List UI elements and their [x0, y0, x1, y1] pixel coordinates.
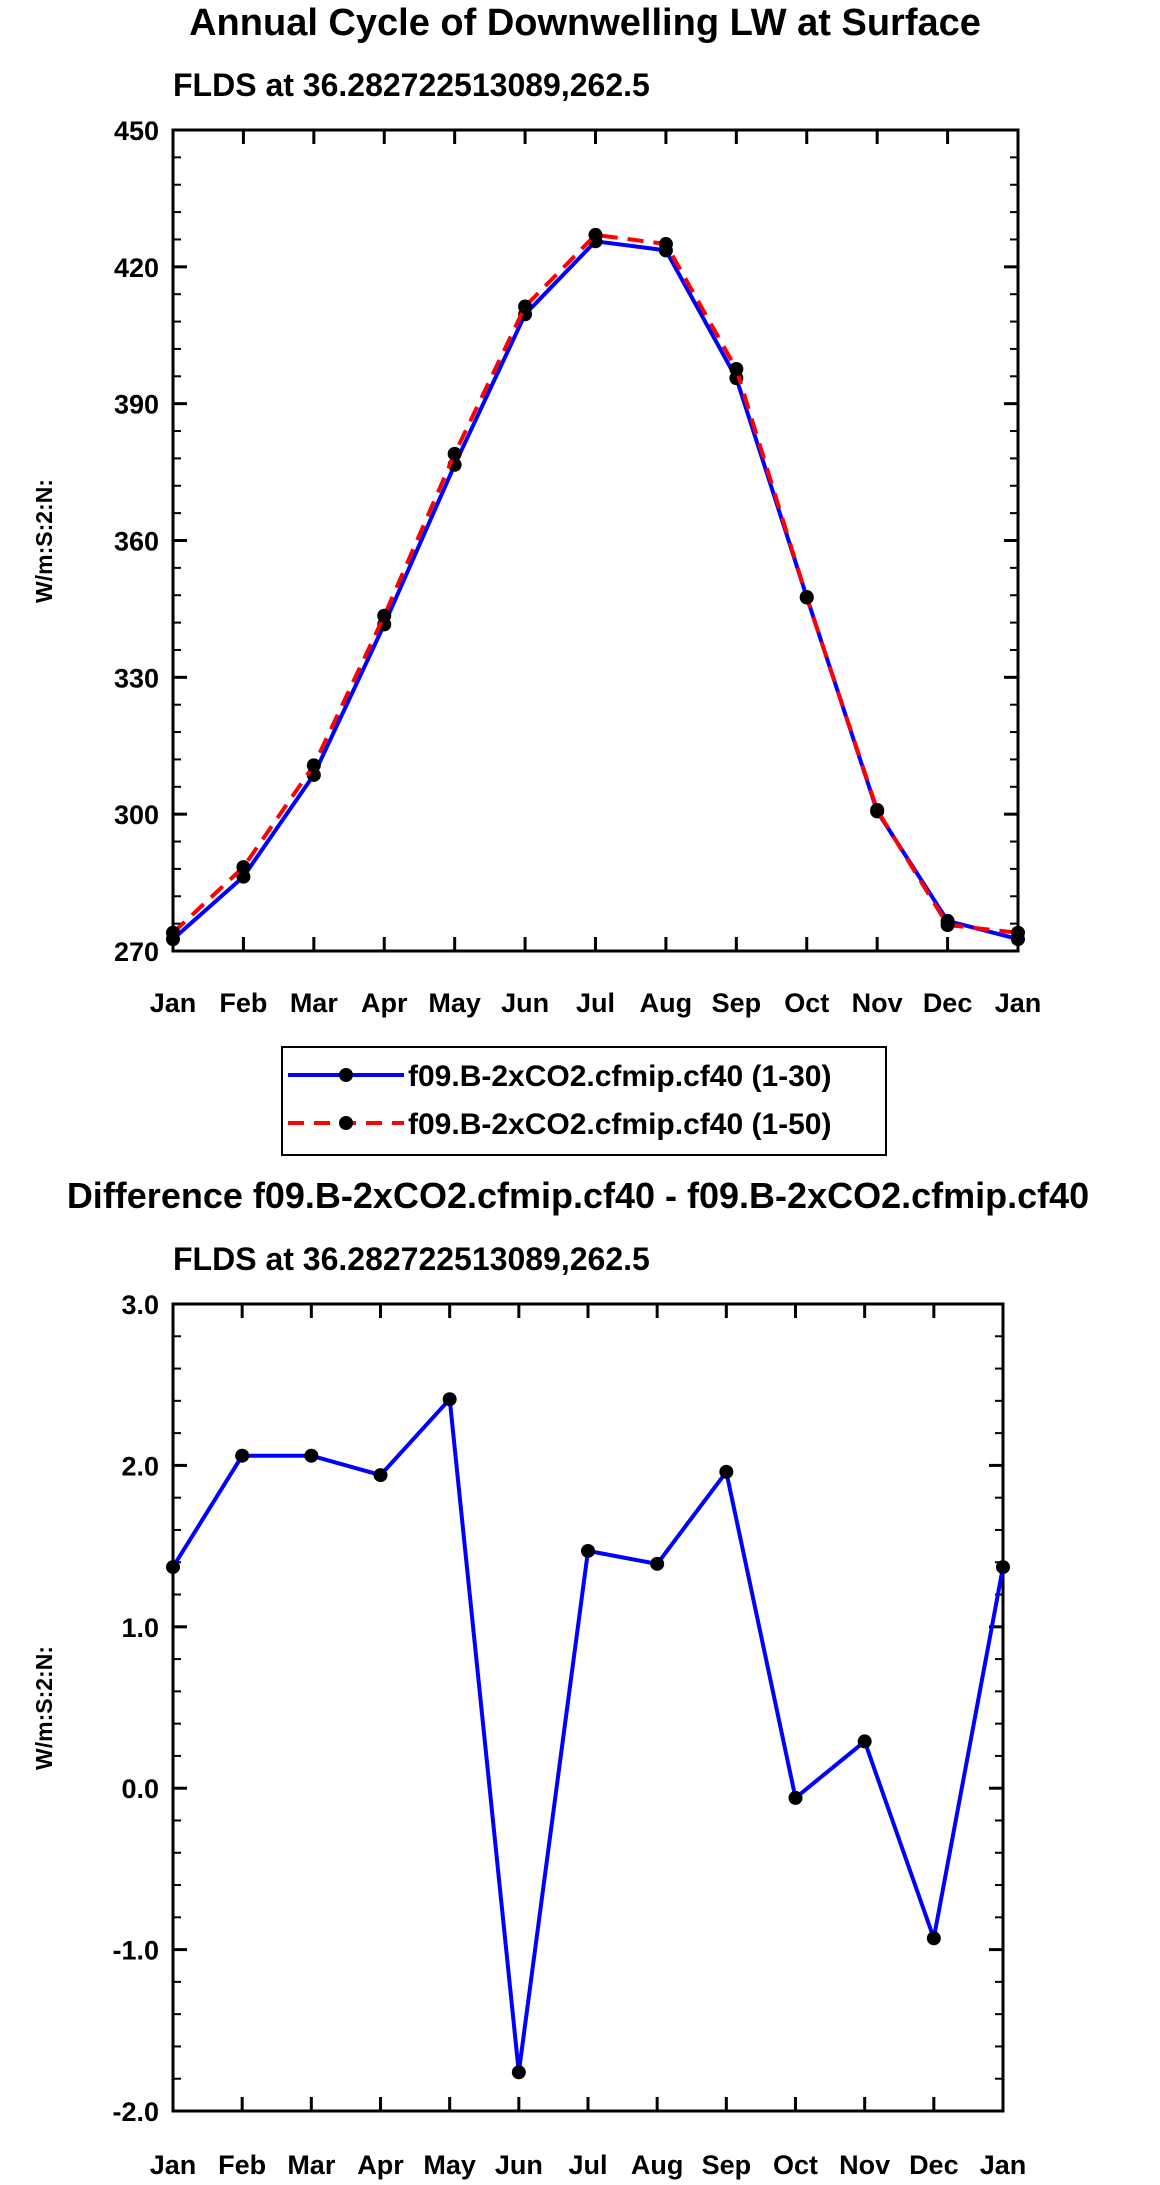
chart2-series-1-point	[650, 1556, 665, 1571]
chart1-series-2-point	[870, 803, 885, 818]
chart2-title: Difference f09.B-2xCO2.cfmip.cf40 - f09.…	[67, 1175, 1089, 1216]
chart1-xtick-label: Jul	[576, 988, 615, 1018]
chart1-subtitle: FLDS at 36.282722513089,262.5	[173, 67, 650, 103]
chart2-series-1-line	[171, 1397, 1005, 2075]
chart1-ytick-label: 420	[114, 253, 159, 283]
chart1-xtick-label: Aug	[640, 988, 692, 1018]
chart2-xtick-label: Oct	[773, 2150, 818, 2180]
chart2-xtick-label: Mar	[287, 2150, 336, 2180]
chart2-series-1-point	[996, 1560, 1010, 1575]
chart2-series-1-point	[304, 1448, 319, 1463]
chart1-series-2-point	[236, 860, 251, 875]
chart2-ytick-label: 1.0	[121, 1613, 159, 1643]
chart1-xtick-label: Jan	[995, 988, 1042, 1018]
chart1-legend: f09.B-2xCO2.cfmip.cf40 (1-30) f09.B-2xCO…	[281, 1046, 887, 1156]
chart1-series-2-point	[377, 608, 392, 623]
chart1-title: Annual Cycle of Downwelling LW at Surfac…	[189, 2, 981, 44]
chart1-series-2-point	[518, 299, 533, 314]
chart1-ytick-label: 330	[114, 663, 159, 693]
chart1-ytick-label: 450	[114, 116, 159, 146]
chart2-xtick-label: Sep	[702, 2150, 752, 2180]
chart1-series-2-point	[447, 446, 462, 461]
chart2-series-1-point	[719, 1464, 734, 1479]
legend-label-2: f09.B-2xCO2.cfmip.cf40 (1-50)	[408, 1108, 832, 1141]
chart2-series-1-point	[581, 1543, 595, 1558]
chart1-xtick-label: Jun	[501, 988, 549, 1018]
chart2-xtick-label: Aug	[631, 2150, 683, 2180]
chart2-ytick-label: -2.0	[112, 2097, 159, 2127]
chart1-plot-area: 270 300 330 360 390 420 450 Jan Feb Mar Apr May Jun J…	[31, 116, 1041, 1018]
chart1-series-2-point	[588, 227, 603, 242]
chart1-axes-frame	[171, 128, 1020, 953]
chart2-xtick-label: Dec	[909, 2150, 959, 2180]
chart1-ytick-label: 270	[114, 937, 159, 967]
chart2-ylabel: W/m:S:2:N:	[31, 1646, 57, 1770]
chart2-xtick-label: Nov	[839, 2150, 890, 2180]
chart1-ytick-label: 360	[114, 527, 159, 557]
chart2-series-1-point	[788, 1790, 803, 1805]
legend-label-1: f09.B-2xCO2.cfmip.cf40 (1-30)	[408, 1060, 832, 1093]
chart1-xtick-label: Apr	[361, 988, 408, 1018]
chart2-xtick-label: May	[423, 2150, 476, 2180]
chart1-series-2-point	[729, 362, 744, 377]
chart2-series-1-point	[166, 1560, 180, 1575]
chart1-xtick-label: Sep	[712, 988, 762, 1018]
chart2-series-1-point	[373, 1468, 388, 1483]
chart2-plot-area: -2.0 -1.0 0.0 1.0 2.0 3.0 Jan Feb Mar Apr May Jun Ju…	[31, 1290, 1026, 2180]
chart2-xtick-label: Apr	[357, 2150, 404, 2180]
chart2-ytick-label: -1.0	[112, 1936, 159, 1966]
chart2-axes-frame	[171, 1302, 1005, 2113]
chart2-ytick-label: 0.0	[121, 1774, 159, 1804]
chart1-series-2-point	[166, 925, 180, 940]
chart2-xtick-label: Jan	[980, 2150, 1027, 2180]
chart2-series-1-point	[926, 1931, 941, 1946]
chart1-xtick-label: Dec	[923, 988, 973, 1018]
chart1-xtick-label: Nov	[852, 988, 903, 1018]
chart2-xtick-label: Feb	[218, 2150, 266, 2180]
chart1-series-2-point	[658, 237, 673, 252]
chart1-series-1-point	[236, 869, 251, 884]
chart1-xtick-label: Oct	[784, 988, 829, 1018]
chart1-xtick-label: Feb	[219, 988, 267, 1018]
chart1-series-1-line	[171, 239, 1019, 942]
chart1-xtick-label: May	[428, 988, 481, 1018]
chart1-xtick-label: Mar	[290, 988, 339, 1018]
chart2-xtick-label: Jun	[495, 2150, 543, 2180]
chart2-ytick-label: 2.0	[121, 1451, 159, 1481]
chart2-xtick-label: Jul	[568, 2150, 607, 2180]
chart1-series-2-line	[171, 232, 1019, 935]
chart2-series-1-point	[511, 2065, 526, 2080]
chart2-series-1-point	[442, 1392, 457, 1407]
chart1-series-2-point	[799, 590, 814, 605]
legend-swatch-marker-1	[339, 1068, 353, 1082]
chart2-ytick-label: 3.0	[121, 1290, 159, 1320]
chart1-series-2-point	[1011, 925, 1025, 940]
chart1-series-2-point	[940, 918, 955, 933]
chart1-ylabel: W/m:S:2:N:	[31, 479, 57, 603]
legend-frame	[281, 1046, 887, 1156]
chart1-ytick-label: 390	[114, 390, 159, 420]
legend-swatch-marker-2	[339, 1116, 353, 1130]
chart1-xtick-label: Jan	[150, 988, 197, 1018]
chart2-xtick-label: Jan	[150, 2150, 197, 2180]
chart2-series-1-point	[235, 1448, 250, 1463]
chart2-series-1-point	[857, 1734, 872, 1749]
chart1-series-2-point	[306, 758, 321, 773]
chart2-subtitle: FLDS at 36.282722513089,262.5	[173, 1241, 650, 1277]
chart1-ytick-label: 300	[114, 800, 159, 830]
